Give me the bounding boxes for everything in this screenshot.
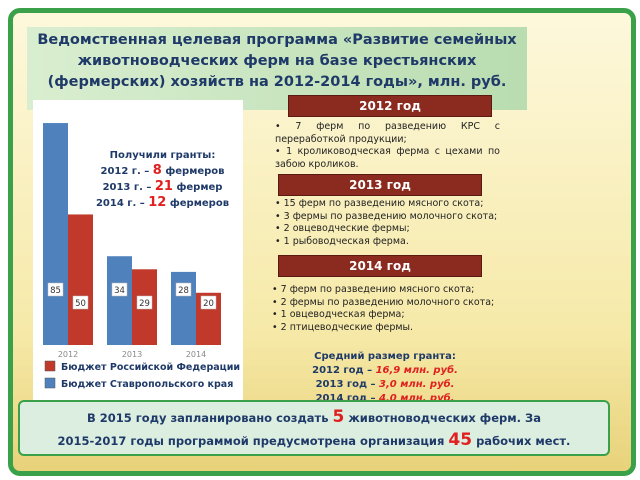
grants-prefix: 2012 г. –	[100, 166, 150, 177]
average-grant: Средний размер гранта: 2012 год – 16,9 мл…	[300, 350, 470, 406]
grants-title: Получили гранты:	[109, 150, 216, 161]
footer-number: 5	[332, 407, 345, 427]
average-row: 2014 год – 4,0 млн. руб.	[300, 392, 470, 406]
bar	[68, 214, 93, 345]
average-row: 2012 год – 16,9 млн. руб.	[300, 364, 470, 378]
title-line: (фермерских) хозяйств на 2012-2014 годы»…	[47, 74, 507, 90]
section-item: 1 овцеводческая ферма;	[272, 309, 497, 322]
average-value: 16,9 млн. руб.	[375, 365, 458, 376]
section-item: 2 птицеводческие фермы.	[272, 322, 497, 335]
chart-panel: 2012 50 85 2013 29 34 2014 20 28 Бюджет Российско…	[33, 100, 243, 400]
footer-text: В 2015 году запланировано создать	[87, 411, 329, 425]
grants-row: 2014 г. – 12 фермеров	[95, 195, 230, 211]
data-label: 50	[75, 299, 86, 309]
average-row: 2013 год – 3,0 млн. руб.	[300, 378, 470, 392]
data-label-box	[72, 295, 89, 310]
footer-text: животноводческих ферм. За	[348, 411, 541, 425]
section-item: 2 овцеводческие фермы;	[275, 223, 500, 236]
section-item: 2 фермы по разведению молочного скота;	[272, 297, 497, 310]
legend-label: Бюджет Российской Федерации	[61, 362, 240, 373]
average-year: 2012 год –	[312, 365, 373, 376]
grants-number: 8	[152, 163, 162, 178]
title: Ведомственная целевая программа «Развити…	[27, 27, 527, 110]
grants-row: 2013 г. – 21 фермер	[95, 179, 230, 195]
legend-label: Бюджет Ставропольского края	[61, 379, 233, 390]
grants-note: Получили гранты: 2012 г. – 8 фермеров 2013…	[95, 148, 230, 211]
section-item: 15 ферм по разведению мясного скота;	[275, 198, 500, 211]
footer-text: 2015-2017 годы программой предусмотрена …	[57, 434, 445, 448]
x-tick-label: 2012	[58, 350, 78, 359]
bar	[43, 123, 68, 345]
legend-swatch	[44, 360, 56, 372]
data-label: 28	[178, 286, 189, 296]
section-item: 7 ферм по разведению КРС с переработкой …	[275, 121, 500, 146]
average-value: 4,0 млн. руб.	[379, 393, 455, 404]
grants-suffix: фермеров	[165, 166, 225, 177]
grants-suffix: фермеров	[169, 198, 230, 209]
footer-text: рабочих мест.	[476, 434, 571, 448]
section-item: 1 рыбоводческая ферма.	[275, 236, 500, 249]
section-items: 7 ферм по разведению мясного скота;2 фер…	[272, 284, 497, 334]
average-value: 3,0 млн. руб.	[379, 379, 455, 390]
data-label: 34	[114, 286, 125, 296]
section-item: 3 фермы по разведению молочного скота;	[275, 211, 500, 224]
grants-prefix: 2014 г. –	[95, 198, 145, 209]
average-year: 2013 год –	[315, 379, 376, 390]
x-tick-label: 2014	[186, 350, 206, 359]
section-item: 1 кролиководческая ферма с цехами по заб…	[275, 146, 500, 171]
section-header: 2014 год	[278, 255, 482, 277]
legend-swatch	[44, 377, 56, 389]
data-label-box	[47, 282, 64, 297]
section-items: 7 ферм по разведению КРС с переработкой …	[275, 121, 500, 171]
data-label: 85	[50, 286, 61, 296]
footer: В 2015 году запланировано создать 5 живо…	[18, 400, 610, 456]
footer-line: 2015-2017 годы программой предусмотрена …	[20, 429, 608, 452]
section-header: 2013 год	[278, 174, 482, 196]
footer-number: 45	[448, 430, 473, 450]
chart: 2012 50 85 2013 29 34 2014 20 28 Бюджет Российско…	[43, 123, 240, 390]
title-line: Ведомственная целевая программа «Развити…	[37, 32, 517, 48]
data-label: 20	[203, 299, 214, 309]
data-label-box	[111, 282, 128, 297]
data-label-box	[175, 282, 192, 297]
grants-number: 21	[154, 179, 173, 194]
data-label: 29	[139, 299, 150, 309]
section-header: 2012 год	[288, 95, 492, 117]
data-label-box	[136, 295, 153, 310]
title-line: животноводческих ферм на базе крестьянск…	[77, 53, 477, 69]
grants-prefix: 2013 г. –	[102, 182, 152, 193]
data-label-box	[200, 295, 217, 310]
section-item: 7 ферм по разведению мясного скота;	[272, 284, 497, 297]
grants-row: 2012 г. – 8 фермеров	[95, 163, 230, 179]
footer-line: В 2015 году запланировано создать 5 живо…	[20, 406, 608, 429]
average-year: 2014 год –	[315, 393, 376, 404]
section-items: 15 ферм по разведению мясного скота;3 фе…	[275, 198, 500, 248]
bar	[107, 256, 132, 345]
grants-number: 12	[148, 195, 167, 210]
grants-suffix: фермер	[176, 182, 223, 193]
x-tick-label: 2013	[122, 350, 142, 359]
average-title: Средний размер гранта:	[314, 351, 456, 362]
